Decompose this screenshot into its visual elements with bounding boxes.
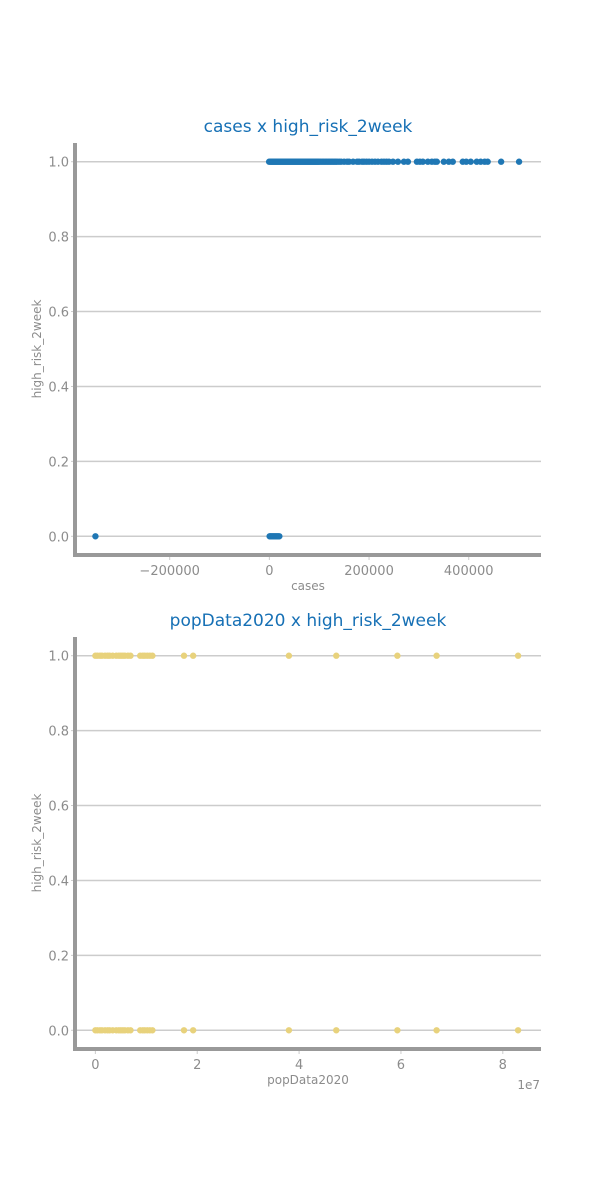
data-point: [419, 158, 427, 165]
y-axis-label: high_risk_2week: [30, 300, 44, 399]
data-point: [463, 158, 470, 165]
x-tick-label: −200000: [139, 564, 200, 579]
y-tick-label: 0.0: [48, 530, 69, 545]
y-tick-label: 0.6: [48, 306, 69, 321]
x-tick-label: 0: [265, 564, 273, 579]
x-tick-label: 0: [91, 1058, 99, 1073]
data-point: [433, 1027, 440, 1034]
data-point: [484, 158, 491, 165]
data-point: [285, 1027, 293, 1034]
data-point: [394, 652, 401, 659]
data-point: [127, 1027, 134, 1034]
data-point: [394, 1027, 401, 1034]
data-point: [180, 652, 188, 659]
data-point: [497, 158, 505, 165]
x-tick-label: 400000: [444, 564, 494, 579]
data-point: [515, 158, 523, 165]
chart-1: cases x high_risk_2week 0.0 0.2 0.4 0.6 0.8 1.…: [30, 117, 541, 593]
data-point: [394, 158, 402, 165]
data-point: [180, 1027, 188, 1034]
data-point: [92, 533, 99, 540]
y-tick-label: 0.2: [48, 949, 69, 964]
data-point: [285, 652, 293, 659]
y-tick-label: 1.0: [48, 156, 69, 171]
data-point: [149, 652, 156, 659]
data-point: [149, 1027, 156, 1034]
data-point: [389, 158, 397, 165]
y-tick-label: 0.2: [48, 455, 69, 470]
x-tick-label: 2: [193, 1058, 201, 1073]
data-point: [189, 652, 197, 659]
chart-title: cases x high_risk_2week: [204, 117, 413, 137]
x-tick-label: 6: [397, 1058, 405, 1073]
y-axis-label: high_risk_2week: [30, 794, 44, 893]
data-point: [467, 158, 474, 165]
y-tick-label: 1.0: [48, 650, 69, 665]
x-axis-label: cases: [291, 579, 325, 593]
x-tick-label: 4: [295, 1058, 303, 1073]
x-tick-label: 200000: [344, 564, 394, 579]
chart-2: popData2020 x high_risk_2week 0.0 0.2 0.4 0.…: [30, 611, 541, 1092]
x-axis-label: popData2020: [267, 1073, 349, 1087]
x-axis-offset-text: 1e7: [517, 1078, 540, 1092]
data-point: [404, 158, 412, 165]
y-tick-label: 0.4: [48, 380, 69, 395]
y-tick-label: 0.8: [48, 725, 69, 740]
data-point: [333, 1027, 340, 1034]
data-point: [433, 158, 441, 165]
data-point: [333, 652, 340, 659]
data-point: [514, 1027, 522, 1034]
data-point: [449, 158, 456, 165]
y-tick-label: 0.6: [48, 800, 69, 815]
y-tick-label: 0.8: [48, 231, 69, 246]
y-tick-label: 0.0: [48, 1024, 69, 1039]
data-point: [440, 158, 448, 165]
data-point: [276, 533, 283, 540]
data-point: [189, 1027, 197, 1034]
data-point: [514, 652, 522, 659]
x-tick-label: 8: [499, 1058, 507, 1073]
data-point: [127, 652, 134, 659]
y-tick-label: 0.4: [48, 874, 69, 889]
data-point: [433, 652, 440, 659]
chart-title: popData2020 x high_risk_2week: [170, 611, 447, 631]
series-points: [92, 158, 523, 540]
series-points: [92, 652, 522, 1034]
